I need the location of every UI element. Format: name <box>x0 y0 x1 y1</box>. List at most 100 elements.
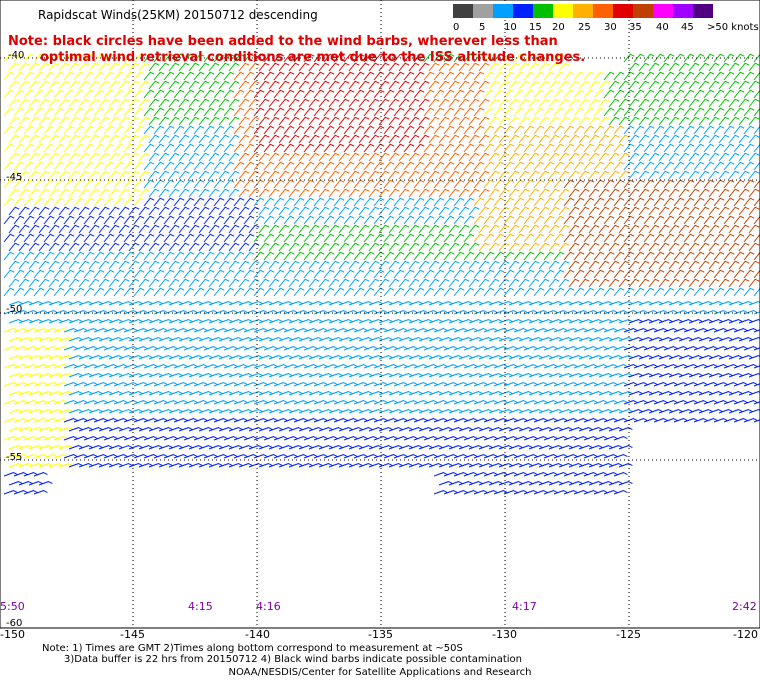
wind-barb <box>728 80 740 90</box>
wind-barb <box>713 53 725 63</box>
footer-note-1: Note: 1) Times are GMT 2)Times along bot… <box>42 643 463 654</box>
wind-barb <box>8 188 20 198</box>
wind-barb <box>458 116 470 126</box>
wind-barb <box>428 355 443 360</box>
wind-barb <box>208 206 220 216</box>
wind-barb <box>103 233 115 243</box>
wind-barb <box>293 71 305 81</box>
wind-barb <box>748 80 760 90</box>
wind-barb <box>438 98 450 108</box>
wind-barb <box>608 260 620 270</box>
wind-barb <box>93 418 108 423</box>
wind-barb <box>593 472 608 477</box>
wind-barb <box>248 278 260 288</box>
wind-barb <box>43 215 55 225</box>
wind-barb <box>113 107 125 117</box>
wind-barb <box>433 161 445 171</box>
wind-barb <box>168 170 180 180</box>
wind-barb <box>168 445 183 450</box>
wind-barb <box>168 134 180 144</box>
wind-barb <box>468 445 483 450</box>
wind-barb <box>188 445 203 450</box>
wind-barb <box>698 409 713 414</box>
wind-barb <box>343 215 355 225</box>
wind-barb <box>663 310 678 315</box>
wind-barb <box>543 233 555 243</box>
wind-barb <box>68 80 80 90</box>
wind-barb <box>623 310 638 315</box>
wind-barb <box>238 206 250 216</box>
wind-barb <box>688 170 700 180</box>
wind-barb <box>498 409 513 414</box>
wind-barb <box>153 71 165 81</box>
wind-barb <box>393 107 405 117</box>
wind-barb <box>538 427 553 432</box>
wind-barb <box>478 242 490 252</box>
wind-barb <box>58 152 70 162</box>
wind-barb <box>23 310 38 315</box>
wind-barb <box>628 373 643 378</box>
wind-barb <box>448 481 463 486</box>
wind-barb <box>633 89 645 99</box>
wind-barb <box>738 242 750 252</box>
wind-barb <box>518 134 530 144</box>
time-label: 4:17 <box>512 600 537 613</box>
wind-barb <box>593 310 608 315</box>
wind-barb <box>218 427 233 432</box>
wind-barb <box>738 80 750 90</box>
wind-barb <box>398 301 413 306</box>
wind-barb <box>108 80 120 90</box>
wind-barb <box>148 463 163 468</box>
wind-barb <box>118 224 130 234</box>
wind-barb <box>748 409 760 414</box>
wind-barb <box>713 107 725 117</box>
wind-barb <box>598 373 613 378</box>
wind-barb <box>578 134 590 144</box>
wind-barb <box>683 53 695 63</box>
wind-barb <box>18 242 30 252</box>
wind-barb <box>388 427 403 432</box>
wind-barb <box>143 233 155 243</box>
wind-barb <box>438 463 453 468</box>
wind-barb <box>153 436 168 441</box>
wind-barb <box>613 143 625 153</box>
wind-barb <box>188 319 203 324</box>
wind-barb <box>448 98 460 108</box>
wind-barb <box>648 116 660 126</box>
wind-barb <box>583 472 598 477</box>
wind-barb <box>563 143 575 153</box>
wind-barb <box>333 364 348 369</box>
wind-barb <box>688 80 700 90</box>
wind-barb <box>703 161 715 171</box>
wind-barb <box>518 152 530 162</box>
wind-barb <box>683 269 695 279</box>
wind-barb <box>188 278 200 288</box>
wind-barb <box>53 125 65 135</box>
wind-barb <box>23 71 35 81</box>
wind-barb <box>313 143 325 153</box>
wind-barb <box>593 382 608 387</box>
wind-barb <box>73 161 85 171</box>
wind-barb <box>188 242 200 252</box>
wind-barb <box>318 170 330 180</box>
wind-barb <box>88 337 103 342</box>
wind-barb <box>328 80 340 90</box>
wind-barb <box>373 233 385 243</box>
wind-barb <box>538 188 550 198</box>
wind-barb <box>323 400 338 405</box>
wind-barb <box>238 170 250 180</box>
wind-barb <box>608 355 623 360</box>
wind-barb <box>158 301 173 306</box>
wind-barb <box>613 454 628 459</box>
wind-barb <box>23 251 35 261</box>
wind-barb <box>548 278 560 288</box>
wind-barb <box>488 463 503 468</box>
wind-barb <box>753 233 760 243</box>
wind-barb <box>173 287 185 297</box>
wind-barb <box>23 454 38 459</box>
wind-barb <box>338 463 353 468</box>
wind-barb <box>753 89 760 99</box>
wind-barb <box>118 170 130 180</box>
wind-barb <box>268 260 280 270</box>
wind-barb <box>703 269 715 279</box>
